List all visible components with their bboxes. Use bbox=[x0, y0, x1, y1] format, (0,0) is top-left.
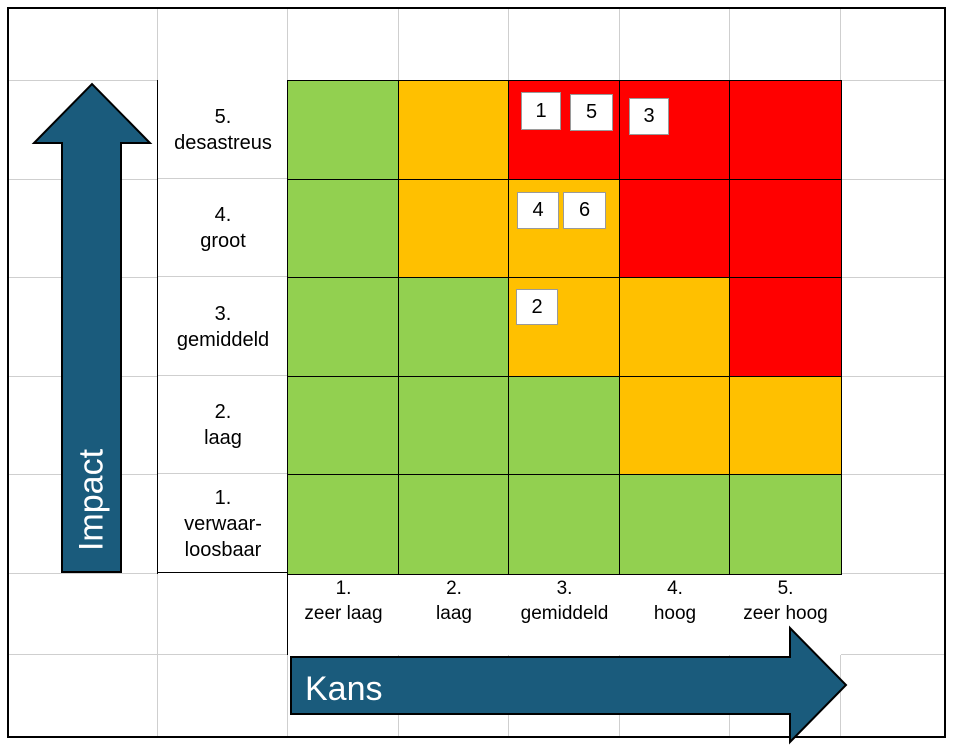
risk-marker-5: 5 bbox=[570, 94, 613, 131]
matrix-cell bbox=[619, 179, 730, 278]
matrix-cell bbox=[398, 179, 509, 278]
risk-marker-2: 2 bbox=[516, 289, 558, 325]
kans-arrow bbox=[290, 625, 848, 745]
impact-label-2-text: 2. laag bbox=[204, 401, 242, 449]
impact-row-divider bbox=[158, 375, 288, 376]
impact-row-divider bbox=[158, 178, 288, 179]
matrix-cell bbox=[508, 474, 620, 575]
impact-arrow bbox=[31, 82, 153, 573]
matrix-cell bbox=[729, 376, 842, 475]
impact-axis-title: Impact bbox=[72, 448, 111, 552]
impact-label-4-text: 4. groot bbox=[200, 204, 246, 252]
matrix-cell bbox=[398, 277, 509, 377]
impact-label-4: 4. groot bbox=[158, 179, 288, 277]
matrix-cell bbox=[619, 277, 730, 377]
matrix-cell bbox=[287, 376, 399, 475]
risk-marker-1: 1 bbox=[521, 92, 561, 130]
matrix-cell bbox=[287, 474, 399, 575]
matrix-cell bbox=[287, 179, 399, 278]
matrix-cell bbox=[729, 277, 842, 377]
impact-row-divider bbox=[158, 473, 288, 474]
matrix-cell bbox=[398, 376, 509, 475]
impact-label-5-text: 5. desastreus bbox=[174, 105, 272, 154]
matrix-cell bbox=[619, 376, 730, 475]
kans-label-3: 3. gemiddeld bbox=[520, 578, 609, 624]
kans-label-5: 5. zeer hoog bbox=[743, 578, 828, 624]
impact-label-column: 5. desastreus 4. groot 3. gemiddeld 2. l… bbox=[157, 80, 288, 574]
matrix-cell bbox=[398, 80, 509, 180]
kans-label-row: 1. zeer laag 2. laag 3. gemiddeld 4. hoo… bbox=[287, 573, 841, 655]
risk-marker-6: 6 bbox=[563, 192, 606, 229]
kans-label-1: 1. zeer laag bbox=[304, 578, 383, 624]
diagram-frame bbox=[7, 7, 946, 738]
matrix-cell bbox=[619, 474, 730, 575]
impact-label-3-text: 3. gemiddeld bbox=[176, 302, 270, 351]
matrix-cell bbox=[287, 277, 399, 377]
impact-label-1-text: 1. verwaar- loosbaar bbox=[184, 486, 262, 561]
matrix-cell bbox=[729, 179, 842, 278]
impact-label-column-bottom bbox=[157, 572, 288, 573]
impact-label-5: 5. desastreus bbox=[158, 80, 288, 179]
matrix-cell bbox=[729, 80, 842, 180]
risk-marker-3: 3 bbox=[629, 98, 669, 135]
matrix-cell bbox=[508, 376, 620, 475]
kans-label-2: 2. laag bbox=[436, 578, 472, 624]
kans-axis-title: Kans bbox=[305, 670, 383, 708]
risk-marker-4: 4 bbox=[517, 192, 559, 229]
matrix-cell bbox=[729, 474, 842, 575]
impact-row-divider bbox=[158, 276, 288, 277]
kans-label-4: 4. hoog bbox=[653, 578, 697, 624]
impact-label-1: 1. verwaar- loosbaar bbox=[158, 474, 288, 573]
impact-label-2: 2. laag bbox=[158, 376, 288, 474]
impact-label-3: 3. gemiddeld bbox=[158, 277, 288, 376]
